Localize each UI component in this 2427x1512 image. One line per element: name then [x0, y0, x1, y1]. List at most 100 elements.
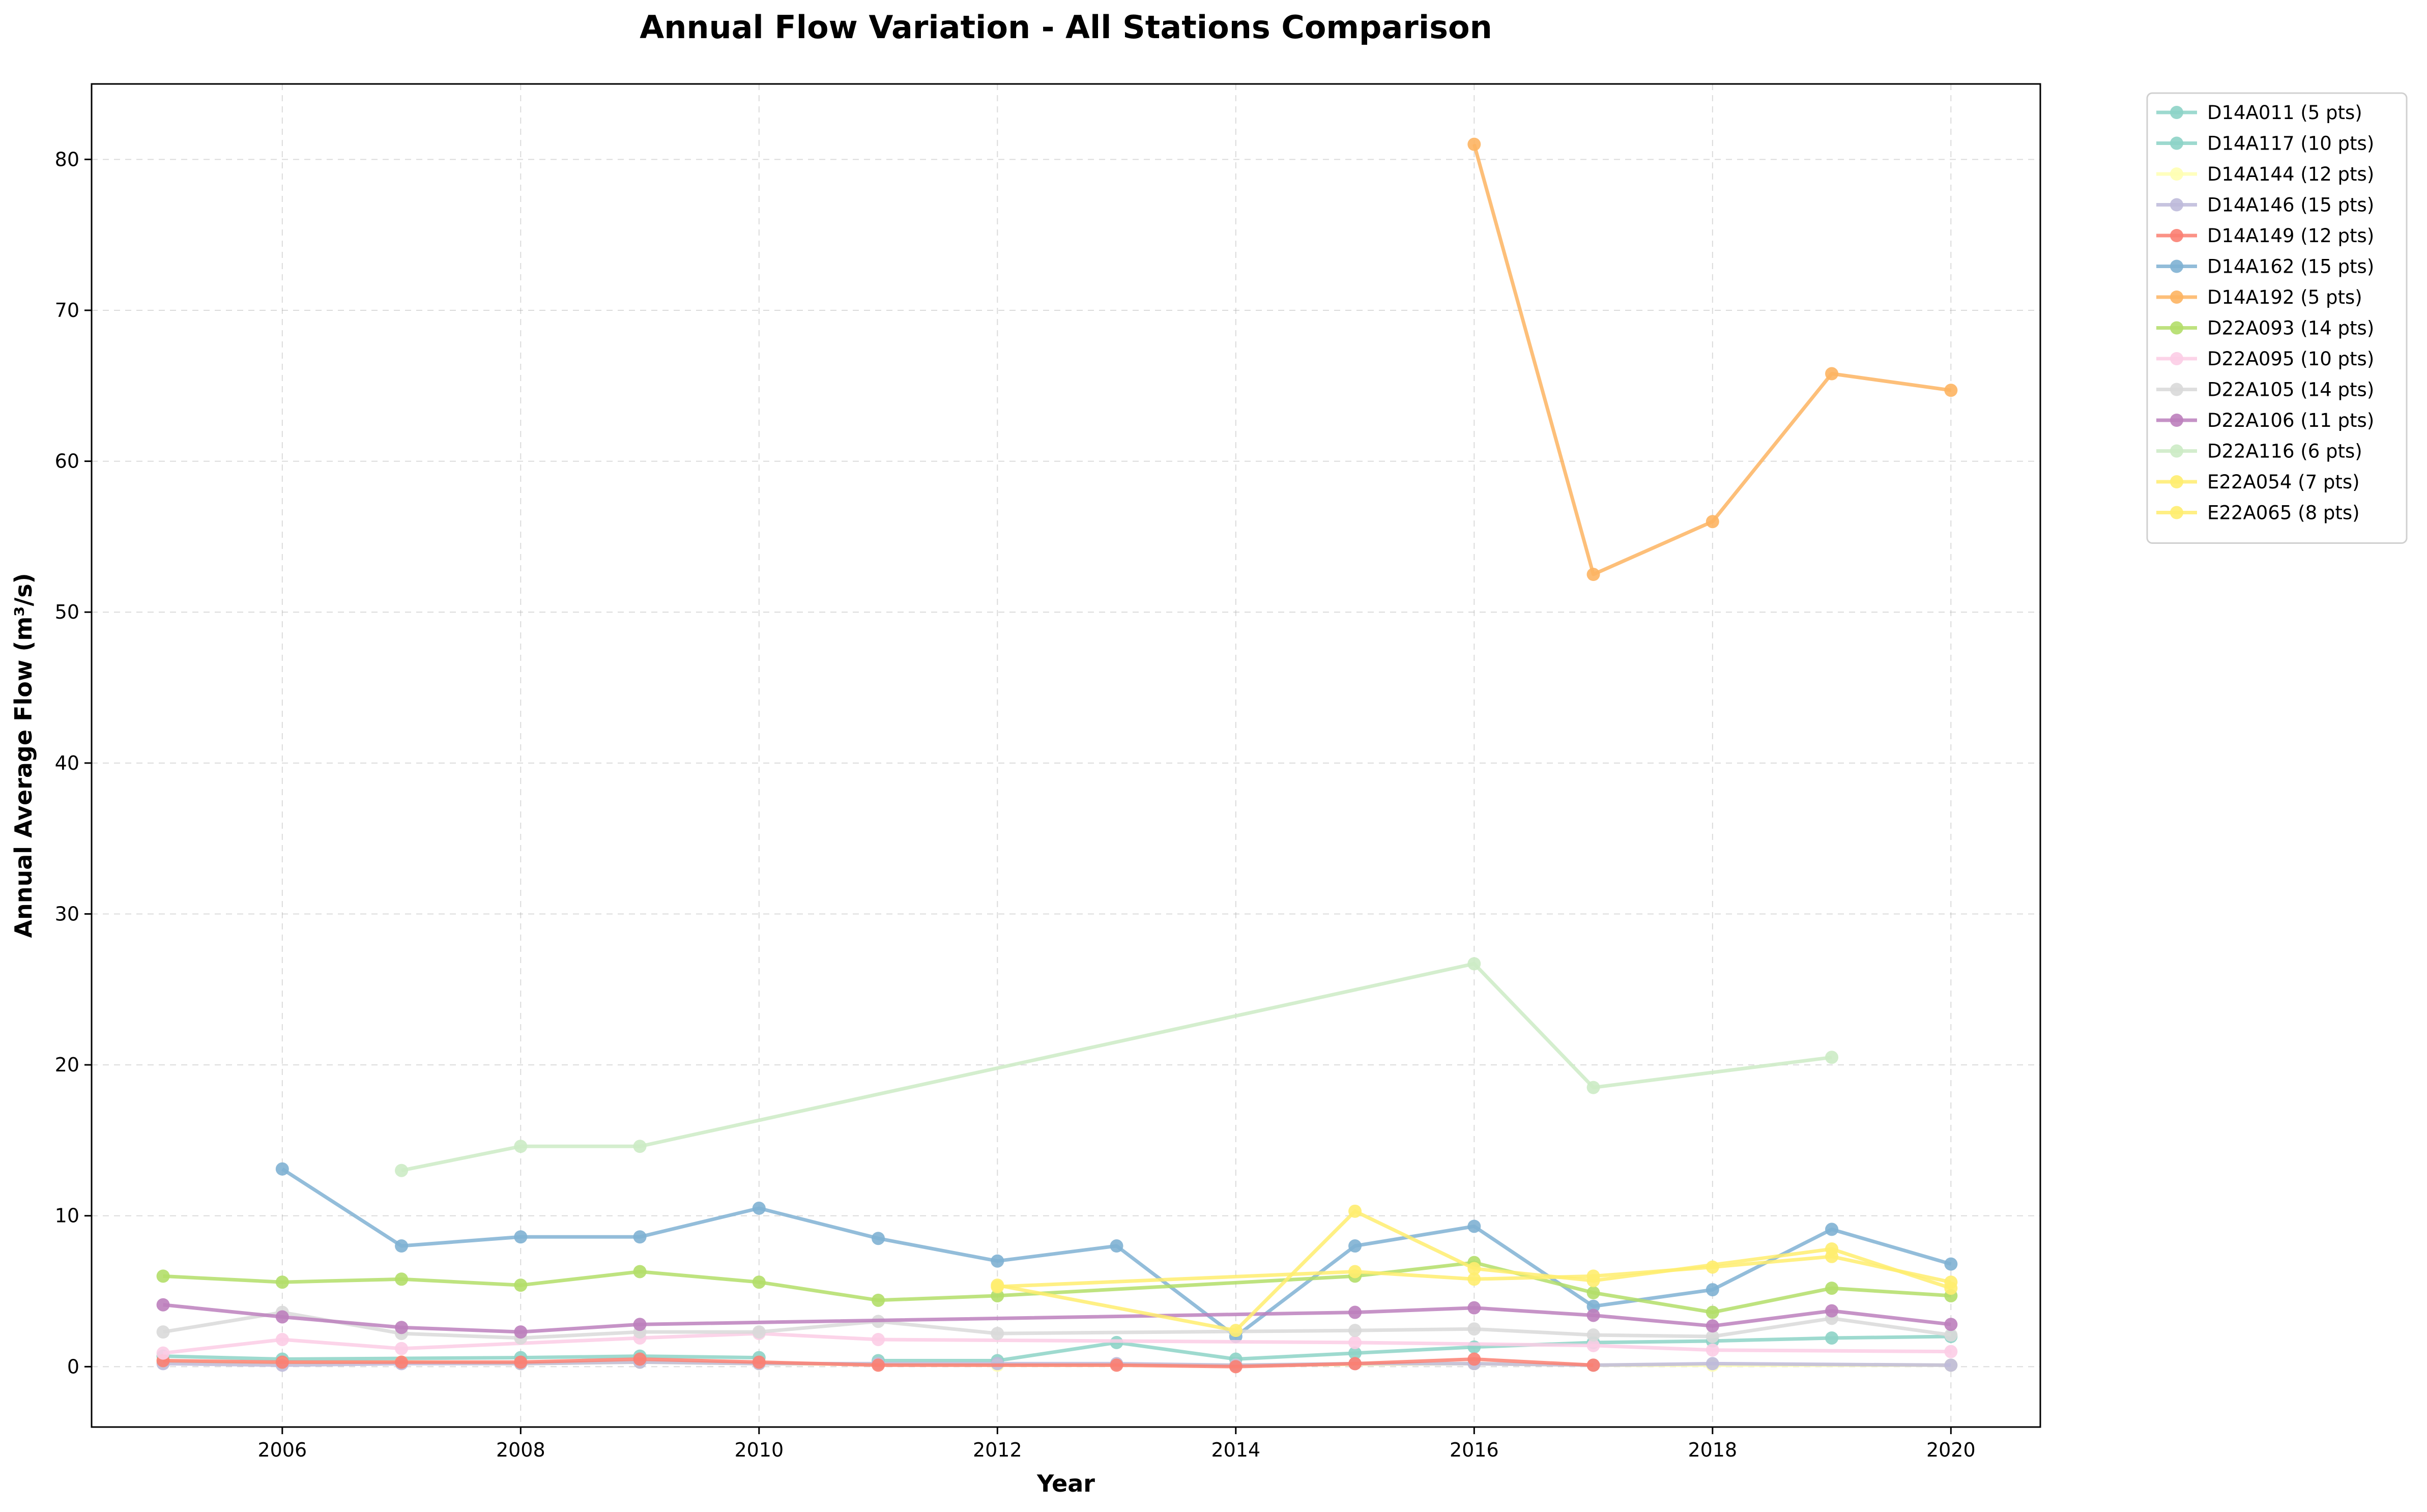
data-point	[395, 1342, 409, 1355]
data-point	[1706, 1260, 1719, 1274]
data-point	[156, 1325, 170, 1339]
legend-entry-label: D14A192 (5 pts)	[2207, 286, 2362, 308]
data-point	[1586, 1339, 1600, 1352]
data-point	[1467, 957, 1481, 971]
legend-entry-label: D22A093 (14 pts)	[2207, 317, 2374, 339]
data-point	[633, 1265, 647, 1278]
data-point	[1706, 1305, 1719, 1319]
legend-swatch-marker	[2170, 167, 2183, 181]
series-D22A093	[156, 1256, 1958, 1319]
data-point	[991, 1327, 1004, 1341]
series-D14A162	[275, 1162, 1958, 1344]
legend-swatch-marker	[2170, 444, 2183, 458]
data-point	[1348, 1357, 1362, 1371]
data-point	[1944, 1358, 1958, 1372]
data-point	[1706, 1343, 1719, 1357]
data-point	[395, 1239, 409, 1253]
data-point	[633, 1318, 647, 1331]
data-point	[633, 1352, 647, 1366]
data-point	[752, 1355, 766, 1369]
data-point	[275, 1332, 289, 1346]
data-point	[1944, 1275, 1958, 1289]
legend-entry-label: D14A162 (15 pts)	[2207, 256, 2374, 278]
x-tick-label: 2014	[1211, 1439, 1260, 1461]
y-tick-label: 30	[55, 903, 79, 925]
data-point	[514, 1278, 528, 1292]
data-point	[991, 1254, 1004, 1268]
data-point	[395, 1355, 409, 1369]
data-point	[872, 1293, 885, 1307]
legend-entry-label: E22A065 (8 pts)	[2207, 502, 2360, 524]
data-point	[1229, 1324, 1243, 1337]
data-point	[1706, 1283, 1719, 1297]
data-point	[156, 1269, 170, 1283]
x-tick-label: 2006	[257, 1439, 307, 1461]
x-tick-label: 2016	[1450, 1439, 1499, 1461]
y-tick-label: 0	[67, 1355, 79, 1378]
legend-swatch-marker	[2170, 383, 2183, 396]
data-point	[991, 1289, 1004, 1302]
data-point	[1825, 1249, 1839, 1263]
data-point	[1467, 1352, 1481, 1366]
x-tick-label: 2020	[1926, 1439, 1976, 1461]
series-D14A192	[1467, 137, 1958, 581]
legend-entry-label: E22A054 (7 pts)	[2207, 471, 2360, 493]
data-point	[1348, 1335, 1362, 1349]
y-tick-label: 20	[55, 1054, 79, 1076]
legend-swatch-marker	[2170, 352, 2183, 365]
data-point	[1348, 1239, 1362, 1253]
data-point	[1586, 1269, 1600, 1283]
y-tick-label: 50	[55, 601, 79, 623]
data-point	[514, 1325, 528, 1339]
data-point	[156, 1346, 170, 1360]
data-point	[1706, 1330, 1719, 1344]
legend-swatch-marker	[2170, 506, 2183, 519]
data-point	[395, 1164, 409, 1177]
data-point	[395, 1321, 409, 1334]
data-point	[633, 1230, 647, 1244]
legend-entry-label: D14A146 (15 pts)	[2207, 194, 2374, 216]
data-point	[1586, 1358, 1600, 1372]
data-point	[1825, 1304, 1839, 1318]
legend-entry-label: D22A095 (10 pts)	[2207, 348, 2374, 370]
legend-box	[2146, 92, 2408, 544]
y-tick-label: 40	[55, 752, 79, 774]
data-point	[275, 1310, 289, 1324]
data-point	[1348, 1305, 1362, 1319]
data-point	[872, 1358, 885, 1372]
data-point	[1825, 367, 1839, 381]
legend-swatch-marker	[2170, 229, 2183, 242]
data-point	[1825, 1223, 1839, 1236]
data-point	[1110, 1358, 1123, 1372]
legend-entry-label: D14A011 (5 pts)	[2207, 102, 2362, 124]
data-point	[1586, 1081, 1600, 1094]
x-tick-label: 2010	[734, 1439, 784, 1461]
legend-entry-label: D22A116 (6 pts)	[2207, 441, 2362, 462]
legend-swatch-marker	[2170, 106, 2183, 119]
data-point	[1944, 1318, 1958, 1331]
data-point	[514, 1230, 528, 1244]
data-point	[156, 1298, 170, 1312]
legend-swatch-marker	[2170, 136, 2183, 150]
y-axis-ticks: 0 10 20 30 40 50 60 70 80	[55, 148, 92, 1378]
legend-swatch-marker	[2170, 259, 2183, 273]
data-point	[1586, 1286, 1600, 1299]
series-line	[163, 1357, 1594, 1369]
data-point	[275, 1355, 289, 1369]
data-point	[1944, 1328, 1958, 1342]
legend-entry-label: D22A106 (11 pts)	[2207, 410, 2374, 431]
data-point	[872, 1232, 885, 1245]
data-point	[1348, 1324, 1362, 1337]
data-point	[1825, 1282, 1839, 1295]
data-point	[275, 1162, 289, 1176]
data-point	[991, 1280, 1004, 1294]
data-point	[1586, 1309, 1600, 1322]
data-point	[1467, 1322, 1481, 1336]
series-D22A116	[395, 957, 1839, 1177]
x-tick-label: 2008	[496, 1439, 545, 1461]
data-point	[872, 1332, 885, 1346]
x-axis-ticks: 2006 2008 2010 2012 2014 2016 2018 2020	[257, 1427, 1976, 1461]
data-point	[514, 1355, 528, 1369]
